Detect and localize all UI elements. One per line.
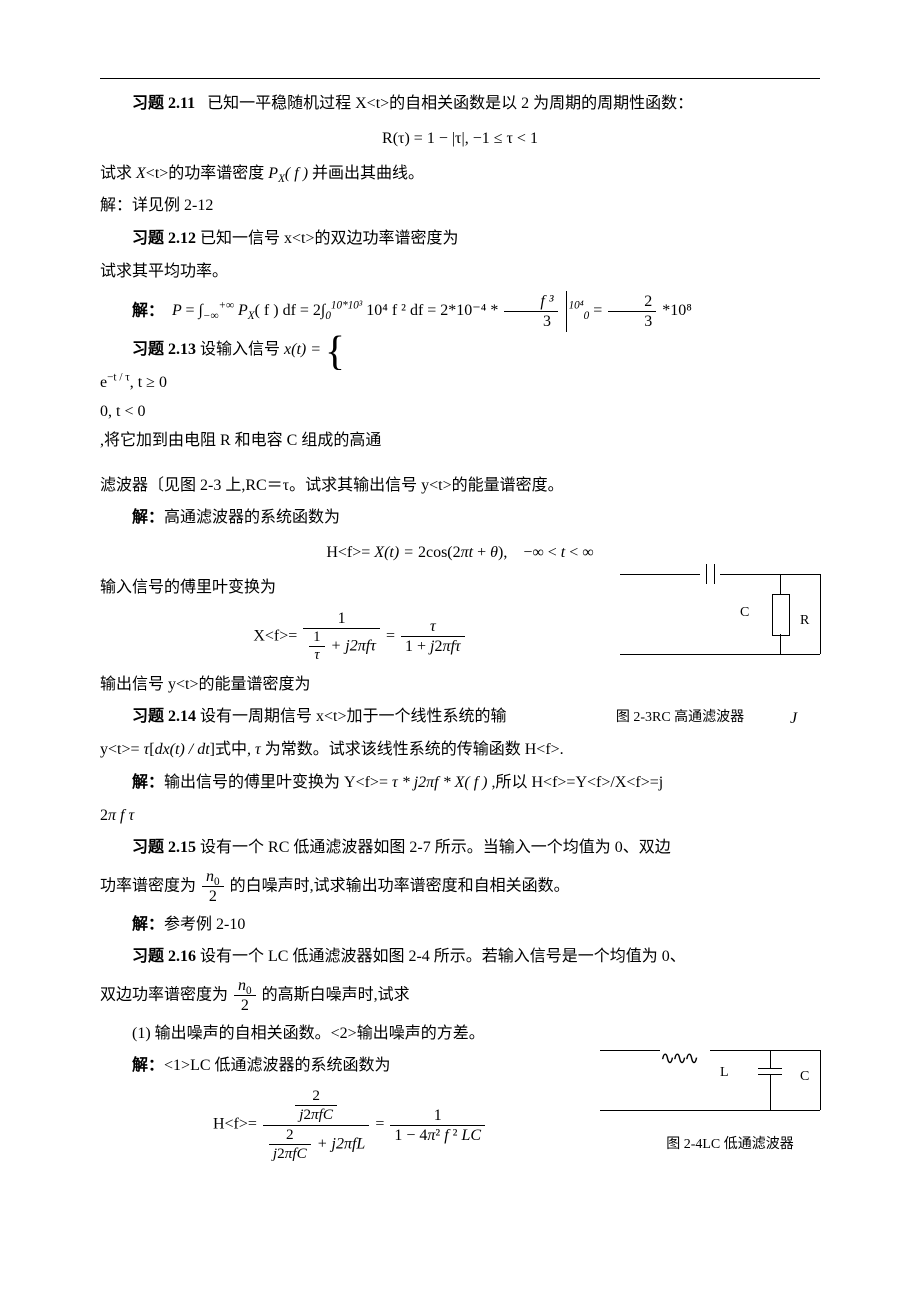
p213-ans: 解：解：高通滤波器的系统函数为高通滤波器的系统函数为 <box>100 504 820 533</box>
p214-title: 习题 2.14 <box>132 708 196 725</box>
fig24-label-l: L <box>720 1060 729 1085</box>
p215-ans: 解：解：参考例 2-10参考例 2-10 <box>100 911 820 940</box>
p211-formula: R(τ) = 1 − |τ|, −1 ≤ τ < 1 <box>100 125 820 154</box>
p214-ans2: 2π f τ2π f τ <box>100 802 820 831</box>
fig24-label-c: C <box>800 1064 809 1089</box>
p215-title: 习题 2.15 <box>132 839 196 856</box>
p216-line2: 双边功率谱密度为 n02 n₀ 的高斯白噪声时,试求 <box>100 976 820 1015</box>
p214-ans1: 解：解：输出信号的傅里叶变换为 Y<f>= 输出信号的傅里叶变换为 Y<f>= … <box>100 769 820 798</box>
p211-title: 习题 2.11 <box>132 95 195 112</box>
fig23-label-r: R <box>800 608 809 633</box>
fig24-caption: 图 2-4LC 低通滤波器 <box>640 1132 820 1157</box>
p214-line2: y<t>= τ[dx(t) / dt]式中, τ 为常数。试求该线性系统的传输函… <box>100 736 820 765</box>
p215-line2: 功率谱密度为 n02 n₀ 的白噪声时,试求输出功率谱密度和自相关函数。 <box>100 867 820 906</box>
p213-title: 习题 2.13 <box>132 341 196 358</box>
p216-title: 习题 2.16 <box>132 948 196 965</box>
fig23-label-c: C <box>740 600 749 625</box>
p211-line1: 习题 2.11 已知一平稳随机过程 X<t>的自相关函数是以 2 为周期的周期性… <box>100 90 820 119</box>
p216-line1: 习题 2.16 设有一个 LC 低通滤波器如图 2-4 所示。若输入信号是一个均… <box>100 943 820 972</box>
p212-line1: 习题 2.12 已知一信号 x<t>的双边功率谱密度为 <box>100 225 820 254</box>
p212-formula: 解： P = ∫−∞+∞ PX( f ) df = 2∫010*10³ 10⁴ … <box>100 291 820 333</box>
p213-line2: 滤波器〔见图 2-3 上,RC＝τ。试求其输出信号 y<t>的能量谱密度。 <box>100 472 820 501</box>
p212-line2: 试求其平均功率。 <box>100 258 820 287</box>
fig-2-4-circuit: ∿∿∿ L C 图 2-4LC 低通滤波器 <box>600 1040 840 1180</box>
fig-2-3-circuit: C R <box>620 564 840 714</box>
p213-line1: 习题 2.13 设输入信号 x(t) = { <box>100 336 820 365</box>
p211-ans: 解：详见例 2-12 <box>100 192 820 221</box>
p214-stray: J <box>790 705 797 734</box>
p212-title: 习题 2.12 <box>132 230 196 247</box>
p211-line2: 试求 X<t>的功率谱密度 PX( f ) 并画出其曲线。 <box>100 160 820 189</box>
p215-line1: 习题 2.15 设有一个 RC 低通滤波器如图 2-7 所示。当输入一个均值为 … <box>100 834 820 863</box>
p211-text1: 已知一平稳随机过程 X<t>的自相关函数是以 2 为周期的周期性函数： <box>207 95 693 112</box>
fig23-caption: 图 2-3RC 高通滤波器 <box>580 705 780 730</box>
